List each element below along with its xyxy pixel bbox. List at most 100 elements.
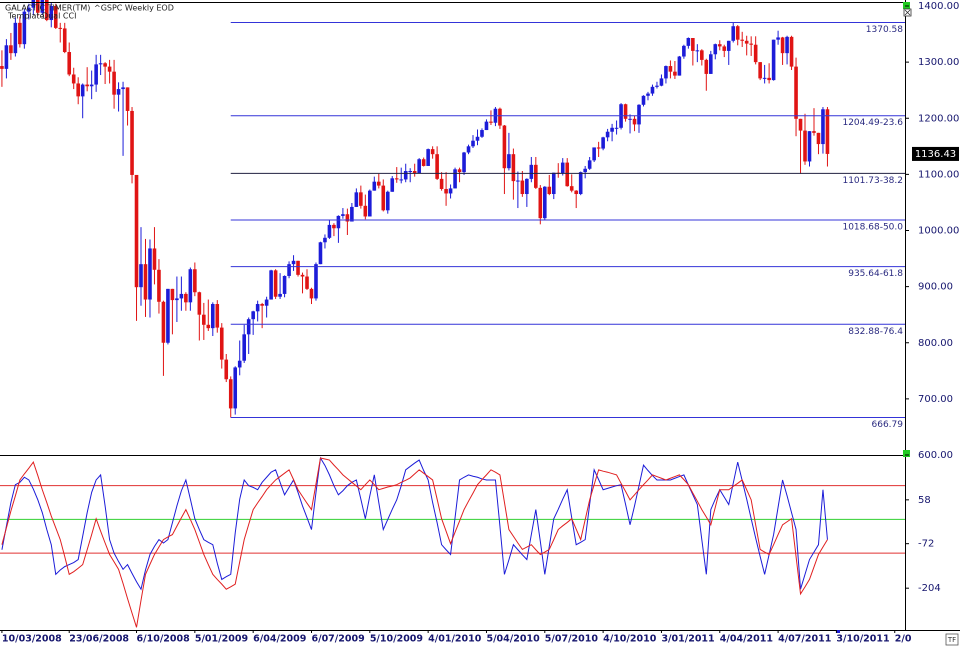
panel-icon-stroke xyxy=(904,9,911,16)
candle-body xyxy=(175,298,179,301)
candle-body xyxy=(112,71,116,95)
candle-body xyxy=(381,185,386,211)
candle-body xyxy=(49,6,54,21)
candle-body xyxy=(31,0,36,8)
header: GALACTIC TIMER(TM) ^GSPC Weekly EOD Temp… xyxy=(5,4,959,646)
candle-body xyxy=(44,0,49,21)
candle-body xyxy=(143,264,148,300)
corner-marker xyxy=(903,450,910,457)
candle-body xyxy=(206,324,211,329)
y-tick-label: 1000.00 xyxy=(918,226,959,237)
candle-body xyxy=(812,131,816,133)
candle-body xyxy=(525,178,529,195)
candle-body xyxy=(664,66,668,79)
chart-subtitle: ^GSPC Weekly EOD xyxy=(94,4,174,13)
candle-body xyxy=(466,146,471,153)
candle-body xyxy=(520,180,525,195)
y-tick-label: -204 xyxy=(918,583,941,594)
indicator-label: Dual CCI xyxy=(42,12,76,21)
candle-body xyxy=(430,149,435,155)
candle-body xyxy=(98,63,103,65)
candle-body xyxy=(744,40,749,44)
candle-body xyxy=(287,264,291,276)
candle-body xyxy=(40,0,45,13)
fib-label: 1370.58 xyxy=(866,25,903,35)
tf-button[interactable] xyxy=(945,633,959,646)
candle-body xyxy=(27,7,31,12)
candle-body xyxy=(758,62,762,79)
candle-body xyxy=(749,43,753,45)
candle-body xyxy=(659,78,664,86)
candle-body xyxy=(825,109,830,154)
candle-body xyxy=(740,39,745,41)
candle-body xyxy=(448,188,453,194)
candle-body xyxy=(121,87,125,90)
fib-label: 935.64-61.8 xyxy=(848,269,903,279)
candle-body xyxy=(152,248,157,270)
candle-body xyxy=(421,159,426,166)
candle-body xyxy=(13,22,18,54)
candle-body xyxy=(219,327,224,360)
candle-body xyxy=(637,104,641,125)
candle-body xyxy=(368,190,372,217)
x-tick-label: 5/01/2009 xyxy=(195,634,248,645)
candle-body xyxy=(372,181,377,191)
candle-body xyxy=(785,36,789,54)
price-panel: 1370.58 1204.49-23.6 1101.73-38.2 1018.68-5… xyxy=(0,0,905,430)
x-tick-label: 3/10/2011 xyxy=(836,634,889,645)
candle-body xyxy=(498,108,502,126)
candle-body xyxy=(336,215,341,229)
candle-body xyxy=(551,172,556,195)
candle-body xyxy=(390,178,395,192)
candle-body xyxy=(538,187,543,219)
candle-body xyxy=(354,192,359,207)
candle-body xyxy=(803,130,807,162)
candle-body xyxy=(646,93,650,96)
x-tick-label: 2/01/2012 xyxy=(895,634,948,645)
candle-body xyxy=(435,154,439,179)
candle-body xyxy=(318,242,323,265)
candle-body xyxy=(4,45,9,69)
candle-body xyxy=(457,169,462,173)
candle-body xyxy=(717,44,722,47)
candle-body xyxy=(700,50,704,60)
candle-body xyxy=(264,299,269,306)
cci-line xyxy=(1,457,828,628)
y-tick-label: 1100.00 xyxy=(918,169,959,180)
candle-body xyxy=(282,275,287,294)
candle-body xyxy=(332,224,336,229)
candle-body xyxy=(130,110,134,175)
candle-body xyxy=(125,87,130,111)
chart-title: GALACTIC TIMER(TM) xyxy=(5,4,90,13)
candle-body xyxy=(605,131,610,138)
candle-body xyxy=(417,159,421,174)
candle-body xyxy=(574,190,579,195)
candle-body xyxy=(762,77,767,79)
candle-body xyxy=(80,84,85,97)
candle-body xyxy=(103,63,107,67)
candle-body xyxy=(475,136,480,141)
candle-body xyxy=(359,192,363,206)
candle-body xyxy=(314,264,318,299)
candle-body xyxy=(399,179,404,181)
candle-body xyxy=(363,205,368,217)
candle-body xyxy=(798,118,803,131)
candle-body xyxy=(695,50,700,52)
candle-body xyxy=(62,28,67,53)
last-price-box xyxy=(912,146,959,161)
candle-body xyxy=(587,160,592,169)
candle-body xyxy=(327,224,332,238)
candle-body xyxy=(816,132,821,145)
candle-body xyxy=(215,304,220,328)
candle-body xyxy=(300,274,305,277)
candle-body xyxy=(722,46,727,51)
candle-body xyxy=(403,171,408,180)
last-price-label: 1136.43 xyxy=(915,149,956,160)
candle-body xyxy=(569,186,574,191)
candle-body xyxy=(511,154,516,182)
candle-body xyxy=(67,52,72,75)
candle-body xyxy=(560,162,565,174)
candle-body xyxy=(691,37,695,51)
